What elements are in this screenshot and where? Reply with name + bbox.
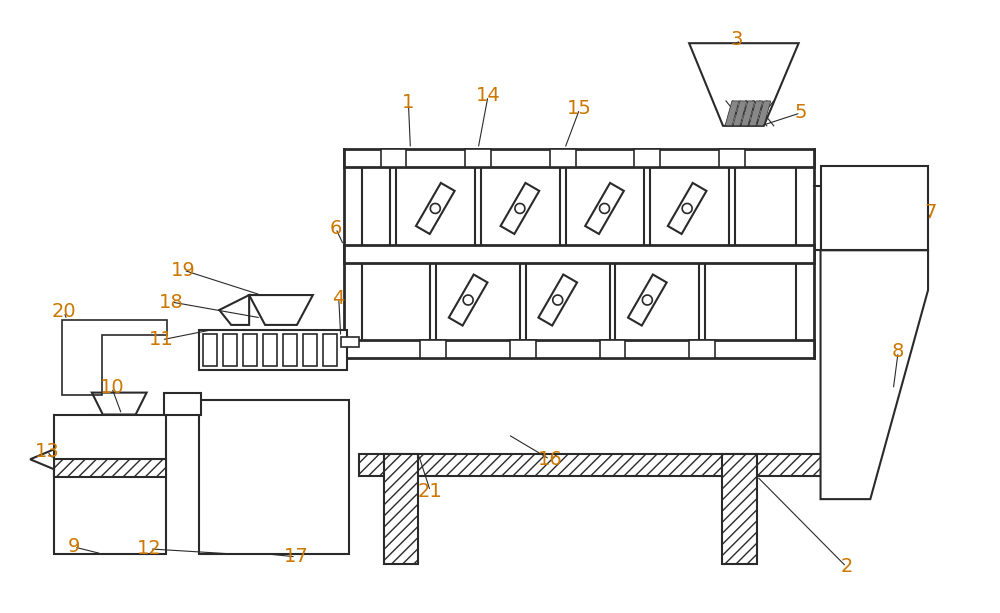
Bar: [634, 149, 660, 167]
Bar: [510, 340, 536, 358]
Bar: [416, 183, 455, 234]
Bar: [344, 245, 814, 263]
Text: 10: 10: [99, 378, 124, 397]
Bar: [283, 334, 297, 366]
Polygon shape: [249, 295, 313, 325]
Text: 18: 18: [159, 292, 184, 311]
Bar: [449, 275, 487, 326]
Bar: [223, 334, 237, 366]
Polygon shape: [725, 101, 739, 126]
Polygon shape: [741, 101, 755, 126]
Bar: [341, 337, 359, 347]
Polygon shape: [30, 449, 54, 470]
Polygon shape: [689, 43, 799, 126]
Bar: [420, 340, 446, 358]
Bar: [722, 454, 757, 564]
Bar: [263, 334, 277, 366]
Text: 14: 14: [476, 86, 500, 105]
Text: 12: 12: [137, 539, 162, 558]
Bar: [199, 330, 347, 370]
Bar: [344, 149, 814, 167]
Circle shape: [682, 204, 692, 213]
Circle shape: [642, 295, 652, 305]
Text: 3: 3: [731, 29, 743, 48]
Text: 16: 16: [537, 450, 562, 469]
Bar: [54, 414, 166, 554]
Text: 20: 20: [52, 302, 76, 321]
Bar: [821, 166, 928, 250]
Text: 17: 17: [284, 547, 308, 566]
Text: 2: 2: [840, 557, 853, 576]
Bar: [199, 400, 349, 554]
Bar: [719, 149, 745, 167]
Bar: [465, 149, 491, 167]
Bar: [668, 183, 706, 234]
Circle shape: [515, 204, 525, 213]
Polygon shape: [821, 250, 928, 499]
Polygon shape: [219, 295, 249, 325]
Bar: [600, 340, 625, 358]
Bar: [384, 454, 418, 564]
Polygon shape: [749, 101, 763, 126]
Polygon shape: [92, 392, 147, 414]
Bar: [585, 183, 624, 234]
Polygon shape: [733, 101, 747, 126]
Text: 19: 19: [171, 261, 196, 280]
Text: 13: 13: [35, 442, 59, 461]
Bar: [54, 459, 166, 478]
Bar: [243, 334, 257, 366]
Bar: [538, 275, 577, 326]
Text: 8: 8: [892, 342, 904, 361]
Text: 4: 4: [333, 289, 345, 308]
Bar: [381, 149, 406, 167]
Bar: [628, 275, 667, 326]
Text: 11: 11: [149, 330, 174, 349]
Circle shape: [463, 295, 473, 305]
Bar: [550, 149, 576, 167]
Text: 9: 9: [68, 538, 80, 557]
Text: 21: 21: [418, 482, 443, 501]
Bar: [689, 340, 715, 358]
Circle shape: [430, 204, 440, 213]
Bar: [344, 340, 814, 358]
Text: 5: 5: [794, 104, 807, 123]
Bar: [164, 392, 201, 414]
Text: 15: 15: [567, 99, 592, 118]
Text: 7: 7: [925, 203, 937, 222]
Text: 1: 1: [402, 93, 415, 112]
Bar: [359, 454, 861, 476]
Bar: [501, 183, 539, 234]
Circle shape: [600, 204, 610, 213]
Text: 6: 6: [330, 219, 342, 238]
Bar: [323, 334, 337, 366]
Polygon shape: [757, 101, 771, 126]
Bar: [203, 334, 217, 366]
Bar: [303, 334, 317, 366]
Circle shape: [553, 295, 563, 305]
